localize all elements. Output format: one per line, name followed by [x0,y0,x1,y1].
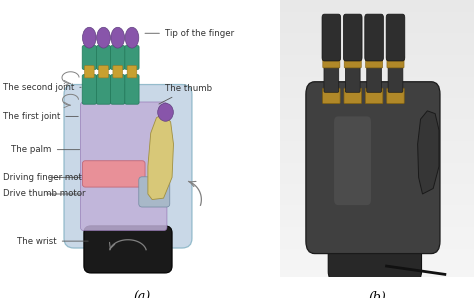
Text: (a): (a) [134,291,151,298]
Text: (b): (b) [368,291,386,298]
Polygon shape [148,114,173,200]
FancyBboxPatch shape [365,56,383,68]
FancyBboxPatch shape [323,88,340,104]
Text: Drive thumb motor: Drive thumb motor [3,190,85,198]
Ellipse shape [125,27,139,48]
Text: Driving finger motor: Driving finger motor [3,173,91,182]
Text: The first joint: The first joint [3,112,78,121]
FancyBboxPatch shape [324,65,339,92]
Text: Tip of the finger: Tip of the finger [145,29,234,38]
Ellipse shape [158,103,173,121]
FancyBboxPatch shape [82,74,96,104]
FancyBboxPatch shape [139,177,170,207]
FancyBboxPatch shape [334,117,371,205]
FancyBboxPatch shape [387,56,404,68]
Ellipse shape [97,27,110,48]
FancyBboxPatch shape [84,226,172,273]
FancyBboxPatch shape [328,227,421,280]
FancyBboxPatch shape [99,66,109,78]
FancyBboxPatch shape [386,14,405,61]
FancyBboxPatch shape [127,66,137,78]
FancyBboxPatch shape [125,74,139,104]
FancyBboxPatch shape [82,161,145,187]
Ellipse shape [111,27,125,48]
FancyBboxPatch shape [96,74,110,104]
FancyBboxPatch shape [388,65,403,92]
FancyBboxPatch shape [82,46,96,69]
Text: The second joint: The second joint [3,83,81,92]
FancyBboxPatch shape [96,46,110,69]
Text: The wrist: The wrist [17,237,88,246]
Ellipse shape [82,27,96,48]
FancyBboxPatch shape [84,66,94,78]
Text: The palm: The palm [11,145,80,154]
FancyBboxPatch shape [113,66,123,78]
FancyBboxPatch shape [306,82,440,254]
FancyBboxPatch shape [323,56,340,68]
FancyBboxPatch shape [344,88,362,104]
Text: The thumb: The thumb [159,84,212,104]
FancyBboxPatch shape [365,88,383,104]
FancyBboxPatch shape [344,56,361,68]
FancyBboxPatch shape [387,88,404,104]
FancyBboxPatch shape [110,46,125,69]
FancyBboxPatch shape [125,46,139,69]
FancyBboxPatch shape [322,14,341,61]
FancyBboxPatch shape [64,85,192,248]
FancyBboxPatch shape [343,14,362,61]
FancyBboxPatch shape [365,14,383,61]
Polygon shape [418,111,439,194]
FancyBboxPatch shape [110,74,125,104]
FancyBboxPatch shape [346,65,360,92]
FancyBboxPatch shape [367,65,382,92]
FancyBboxPatch shape [81,102,167,231]
